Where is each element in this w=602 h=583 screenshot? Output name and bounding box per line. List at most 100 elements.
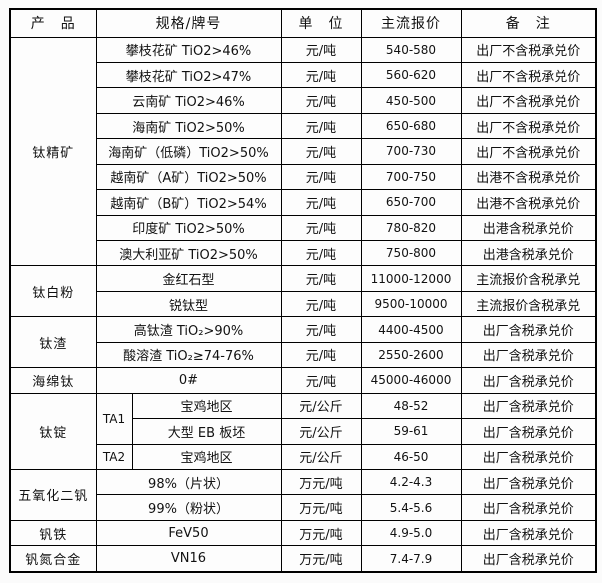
unit-cell: 元/公斤 — [280, 443, 362, 470]
note-cell: 出厂含税承兑价 — [460, 494, 597, 521]
price-cell: 540-580 — [360, 36, 462, 63]
product-group-cell: 钒铁 — [9, 519, 97, 547]
price-table: 产 品 规格/牌号 单 位 主流报价 备 注 钛精矿 攀枝花矿 TiO2>46%… — [9, 8, 597, 573]
price-cell: 750-800 — [360, 239, 462, 267]
spec-cell: 海南矿（低磷）TiO2>50% — [95, 138, 282, 165]
product-group-cell: 钛白粉 — [9, 265, 97, 318]
col-header-price: 主流报价 — [360, 8, 462, 38]
unit-cell: 元/吨 — [280, 138, 362, 165]
unit-cell: 元/吨 — [280, 112, 362, 140]
spec-cell: 攀枝花矿 TiO2>46% — [95, 36, 282, 63]
price-cell: 650-680 — [360, 112, 462, 140]
note-cell: 出厂含税承兑价 — [460, 519, 597, 547]
unit-cell: 元/吨 — [280, 87, 362, 114]
table-row: 钛精矿 攀枝花矿 TiO2>46% 元/吨 540-580 出厂不含税承兑价 — [9, 36, 597, 267]
price-cell: 9500-10000 — [360, 290, 462, 318]
price-cell: 650-700 — [360, 189, 462, 216]
note-cell: 出厂含税承兑价 — [460, 545, 597, 573]
unit-cell: 万元/吨 — [280, 468, 362, 496]
price-cell: 560-620 — [360, 61, 462, 89]
table-row: 海南矿 TiO2>50% 元/吨 650-680 出厂不含税承兑价 — [10, 112, 597, 140]
price-cell: 5.4-5.6 — [360, 494, 462, 521]
note-cell: 出厂含税承兑价 — [460, 418, 597, 445]
spec-cell: 0# — [95, 367, 282, 394]
spec-cell: FeV50 — [95, 519, 282, 547]
note-cell: 出厂含税承兑价 — [460, 316, 597, 343]
note-cell: 出港不含税承兑价 — [460, 163, 597, 191]
table-row: TA2 宝鸡地区 元/公斤 46-50 出厂含税承兑价 — [10, 443, 597, 470]
spec-cell: 98%（片状） — [95, 468, 282, 496]
unit-cell: 元/吨 — [280, 341, 362, 369]
table-row: 海绵钛 0# 元/吨 45000-46000 出厂含税承兑价 — [9, 367, 597, 394]
spec-cell: 金红石型 — [95, 265, 282, 292]
product-group-cell: 钛渣 — [9, 316, 97, 369]
unit-cell: 元/公斤 — [280, 392, 362, 420]
unit-cell: 元/吨 — [280, 36, 362, 63]
price-cell: 48-52 — [360, 392, 462, 420]
unit-cell: 元/吨 — [280, 265, 362, 292]
spec-cell: VN16 — [95, 545, 282, 573]
unit-cell: 元/吨 — [280, 163, 362, 191]
spec-cell: 99%（粉状） — [95, 494, 282, 521]
note-cell: 出厂含税承兑价 — [460, 367, 597, 394]
unit-cell: 元/吨 — [280, 290, 362, 318]
price-cell: 4.9-5.0 — [360, 519, 462, 547]
unit-cell: 元/吨 — [280, 61, 362, 89]
note-cell: 出厂含税承兑价 — [460, 392, 597, 420]
header-row: 产 品 规格/牌号 单 位 主流报价 备 注 — [9, 8, 597, 38]
unit-cell: 元/吨 — [280, 214, 362, 242]
table-row: 越南矿（B矿）TiO2>54% 元/吨 650-700 出港不含税承兑价 — [10, 189, 597, 216]
spec-cell: 高钛渣 TiO₂>90% — [95, 316, 282, 343]
product-group-cell: 钛锭 — [9, 392, 97, 470]
note-cell: 出厂不含税承兑价 — [460, 61, 597, 89]
spec-cell: 锐钛型 — [95, 290, 282, 318]
grade-cell: TA2 — [95, 443, 133, 470]
unit-cell: 元/公斤 — [280, 418, 362, 445]
unit-cell: 万元/吨 — [280, 519, 362, 547]
note-cell: 出厂不含税承兑价 — [460, 36, 597, 63]
product-group-cell: 海绵钛 — [9, 367, 97, 394]
price-cell: 11000-12000 — [360, 265, 462, 292]
price-cell: 780-820 — [360, 214, 462, 242]
spec-cell: 澳大利亚矿 TiO2>50% — [95, 239, 282, 267]
spec-cell: 攀枝花矿 TiO2>47% — [95, 61, 282, 89]
spec-cell: 宝鸡地区 — [131, 443, 282, 470]
table-row: 印度矿 TiO2>50% 元/吨 780-820 出港含税承兑价 — [10, 214, 597, 242]
price-cell: 59-61 — [360, 418, 462, 445]
spec-cell: 酸溶渣 TiO₂≥74-76% — [95, 341, 282, 369]
table-row: 酸溶渣 TiO₂≥74-76% 元/吨 2550-2600 出厂含税承兑价 — [10, 341, 597, 369]
table-row: 攀枝花矿 TiO2>47% 元/吨 560-620 出厂不含税承兑价 — [10, 61, 597, 89]
note-cell: 出厂含税承兑价 — [460, 468, 597, 496]
table-row: 钛渣 高钛渣 TiO₂>90% 元/吨 4400-4500 出厂含税承兑价 — [9, 316, 597, 369]
table-row: 五氧化二钒 98%（片状） 万元/吨 4.2-4.3 出厂含税承兑价 — [9, 468, 597, 521]
product-group-cell: 五氧化二钒 — [9, 468, 97, 521]
table-row: 海南矿（低磷）TiO2>50% 元/吨 700-730 出厂不含税承兑价 — [10, 138, 597, 165]
note-cell: 出港含税承兑价 — [460, 239, 597, 267]
unit-cell: 元/吨 — [280, 367, 362, 394]
grade-cell: TA1 — [95, 392, 133, 445]
spec-cell: 云南矿 TiO2>46% — [95, 87, 282, 114]
note-cell: 出厂不含税承兑价 — [460, 87, 597, 114]
price-cell: 2550-2600 — [360, 341, 462, 369]
note-cell: 主流报价含税承兑 — [460, 265, 597, 292]
spec-cell: 印度矿 TiO2>50% — [95, 214, 282, 242]
price-cell: 450-500 — [360, 87, 462, 114]
col-header-product: 产 品 — [9, 8, 97, 38]
col-header-unit: 单 位 — [280, 8, 362, 38]
note-cell: 出厂含税承兑价 — [460, 341, 597, 369]
table-row: 钛锭 TA1 宝鸡地区 元/公斤 48-52 出厂含税承兑价 — [9, 392, 597, 470]
price-cell: 4.2-4.3 — [360, 468, 462, 496]
spec-cell: 大型 EB 板坯 — [131, 418, 282, 445]
product-group-cell: 钛精矿 — [9, 36, 97, 267]
spec-cell: 越南矿（B矿）TiO2>54% — [95, 189, 282, 216]
note-cell: 出港不含税承兑价 — [460, 189, 597, 216]
table-row: 钒铁 FeV50 万元/吨 4.9-5.0 出厂含税承兑价 — [9, 519, 597, 547]
unit-cell: 万元/吨 — [280, 545, 362, 573]
table-row: 99%（粉状） 万元/吨 5.4-5.6 出厂含税承兑价 — [10, 494, 597, 521]
spec-cell: 宝鸡地区 — [131, 392, 282, 420]
price-cell: 700-750 — [360, 163, 462, 191]
price-cell: 46-50 — [360, 443, 462, 470]
price-cell: 700-730 — [360, 138, 462, 165]
product-group-cell: 钒氮合金 — [9, 545, 97, 573]
